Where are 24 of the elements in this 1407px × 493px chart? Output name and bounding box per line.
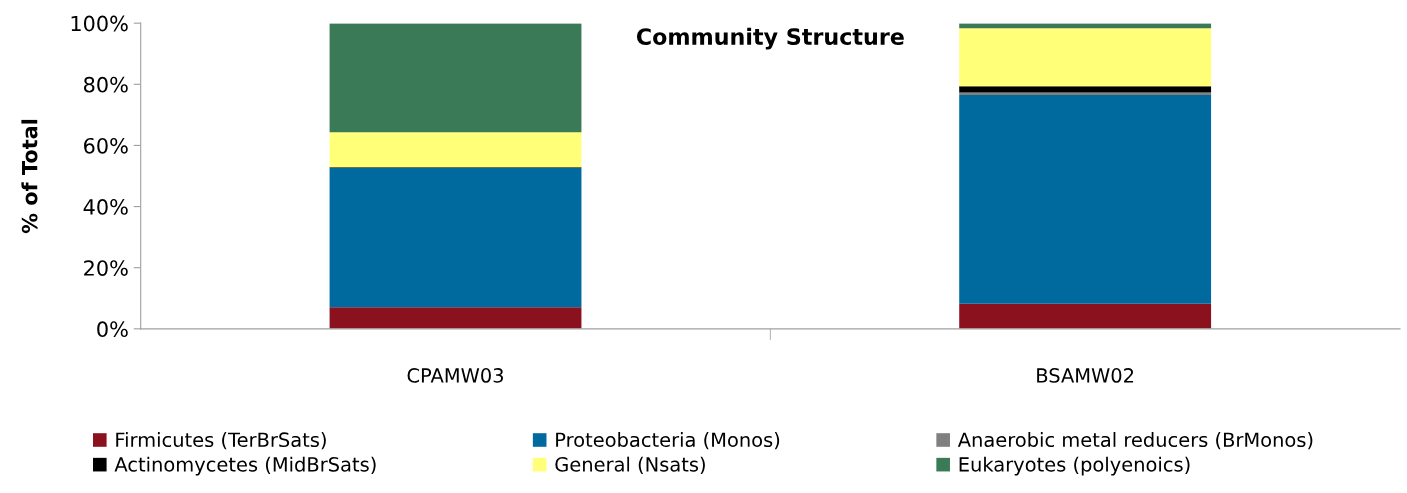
legend-label: Actinomycetes (MidBrSats) [114,456,376,476]
legend-label: General (Nsats) [555,456,705,475]
legend-label: Anaerobic metal reducers (BrMonos) [957,432,1313,450]
legend-label: Firmicutes (TerBrSats) [116,432,326,450]
y-tick-label: 20% [84,260,128,276]
y-tick-label: 40% [83,199,128,215]
bar [329,132,582,168]
bar [329,168,582,308]
x-tick-label: CPAMW03 [407,368,504,383]
bar [329,23,582,133]
y-tick-label: 60% [84,137,128,154]
legend-label: Proteobacteria (Monos) [556,432,780,450]
legend-label: Eukaryotes (polyenoics) [959,456,1190,476]
y-axis-title: % of Total [21,119,38,234]
chart-title: Community Structure [636,27,904,50]
bar [329,307,582,329]
y-tick-label: 0% [97,321,128,338]
y-tick-label: 80% [84,76,128,93]
bar [959,303,1212,329]
bar [959,28,1212,87]
bar [959,95,1212,304]
bar [959,86,1212,93]
x-tick-label: BSAMW02 [1037,368,1134,383]
y-tick-label: 100% [71,15,128,32]
